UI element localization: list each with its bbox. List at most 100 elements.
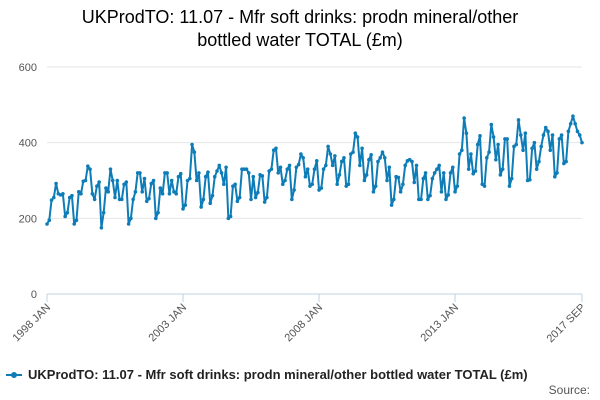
data-point[interactable] — [104, 186, 108, 190]
data-point[interactable] — [292, 188, 296, 192]
data-point[interactable] — [342, 156, 346, 160]
data-point[interactable] — [378, 156, 383, 160]
data-point[interactable] — [151, 178, 156, 183]
data-point[interactable] — [120, 197, 124, 202]
data-point[interactable] — [131, 197, 135, 202]
data-point[interactable] — [287, 163, 292, 168]
data-point[interactable] — [101, 210, 106, 215]
data-point[interactable] — [550, 133, 555, 137]
series-group[interactable] — [45, 114, 584, 230]
data-point[interactable] — [471, 171, 475, 176]
data-point[interactable] — [210, 193, 215, 198]
data-point[interactable] — [439, 190, 444, 194]
data-point[interactable] — [539, 144, 543, 149]
data-point[interactable] — [559, 133, 564, 137]
data-point[interactable] — [478, 134, 482, 138]
data-point[interactable] — [222, 182, 226, 187]
data-point[interactable] — [403, 163, 407, 168]
data-point[interactable] — [262, 200, 267, 204]
data-point[interactable] — [537, 159, 541, 164]
data-point[interactable] — [509, 176, 514, 181]
data-point[interactable] — [83, 178, 88, 183]
data-point[interactable] — [369, 152, 373, 157]
data-point[interactable] — [305, 167, 310, 171]
data-point[interactable] — [457, 152, 462, 156]
data-point[interactable] — [310, 182, 315, 187]
data-point[interactable] — [521, 148, 525, 153]
data-point[interactable] — [206, 170, 210, 174]
data-point[interactable] — [285, 167, 290, 171]
data-point[interactable] — [339, 159, 344, 164]
data-point[interactable] — [278, 165, 283, 170]
data-point[interactable] — [367, 157, 371, 162]
data-point[interactable] — [303, 174, 308, 179]
data-point[interactable] — [88, 167, 92, 171]
data-point[interactable] — [142, 176, 147, 181]
data-point[interactable] — [197, 171, 201, 175]
data-point[interactable] — [144, 199, 149, 204]
data-point[interactable] — [346, 182, 351, 187]
data-point[interactable] — [548, 148, 553, 153]
data-point[interactable] — [301, 156, 305, 160]
data-point[interactable] — [190, 142, 194, 147]
data-point[interactable] — [294, 165, 299, 170]
data-point[interactable] — [149, 181, 154, 186]
data-point[interactable] — [460, 148, 464, 153]
data-point[interactable] — [72, 222, 76, 226]
data-point[interactable] — [269, 167, 274, 171]
data-point[interactable] — [455, 184, 460, 188]
data-point[interactable] — [174, 191, 179, 196]
data-point[interactable] — [326, 144, 330, 149]
data-point[interactable] — [228, 214, 233, 219]
data-point[interactable] — [500, 167, 505, 171]
data-point[interactable] — [494, 157, 498, 162]
data-point[interactable] — [337, 173, 342, 177]
data-point[interactable] — [290, 197, 294, 202]
data-point[interactable] — [371, 190, 376, 194]
data-point[interactable] — [435, 167, 439, 171]
data-point[interactable] — [426, 197, 430, 202]
data-point[interactable] — [188, 176, 192, 181]
data-point[interactable] — [464, 131, 469, 136]
data-point[interactable] — [321, 167, 326, 171]
data-point[interactable] — [176, 174, 181, 179]
legend[interactable]: UKProdTO: 11.07 - Mfr soft drinks: prodn… — [6, 367, 528, 382]
data-point[interactable] — [392, 197, 396, 202]
data-point[interactable] — [419, 197, 423, 202]
data-point[interactable] — [63, 214, 67, 219]
data-point[interactable] — [314, 159, 319, 163]
data-point[interactable] — [530, 146, 534, 151]
data-point[interactable] — [192, 150, 197, 154]
data-point[interactable] — [573, 121, 577, 126]
data-point[interactable] — [487, 150, 491, 154]
data-point[interactable] — [110, 178, 115, 183]
data-point[interactable] — [74, 218, 79, 223]
data-point[interactable] — [412, 180, 417, 185]
data-point[interactable] — [498, 173, 503, 177]
data-point[interactable] — [65, 210, 70, 215]
data-point[interactable] — [106, 190, 111, 194]
data-point[interactable] — [441, 171, 446, 175]
data-point[interactable] — [444, 197, 448, 202]
data-point[interactable] — [362, 178, 367, 183]
data-point[interactable] — [528, 177, 532, 182]
data-point[interactable] — [253, 195, 258, 200]
data-point[interactable] — [373, 184, 378, 188]
source-credit[interactable]: Source: — [548, 383, 590, 397]
data-point[interactable] — [376, 159, 380, 164]
data-point[interactable] — [115, 178, 120, 183]
data-point[interactable] — [90, 191, 95, 196]
data-point[interactable] — [233, 182, 237, 187]
data-point[interactable] — [566, 129, 571, 134]
data-point[interactable] — [129, 216, 133, 221]
data-point[interactable] — [140, 190, 145, 194]
data-point[interactable] — [401, 182, 405, 187]
data-point[interactable] — [466, 167, 471, 171]
data-point[interactable] — [260, 174, 265, 178]
data-point[interactable] — [475, 142, 480, 147]
data-point[interactable] — [251, 174, 256, 179]
series-line[interactable] — [46, 115, 583, 229]
data-point[interactable] — [165, 171, 169, 175]
data-point[interactable] — [203, 174, 208, 179]
data-point[interactable] — [95, 184, 99, 188]
